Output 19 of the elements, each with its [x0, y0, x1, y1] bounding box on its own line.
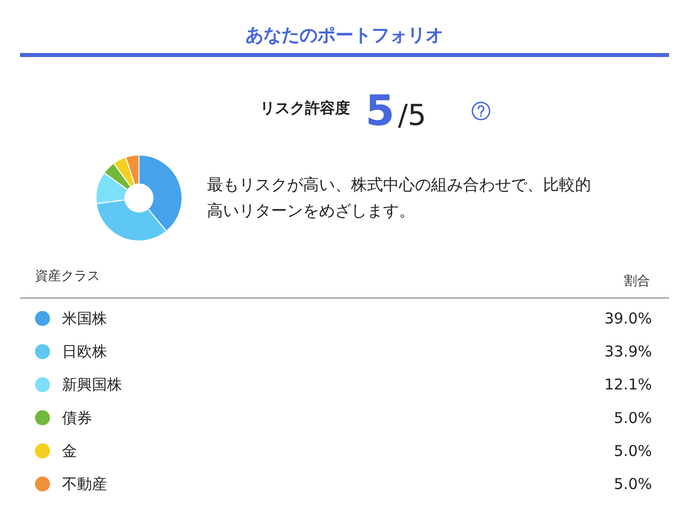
text: 割合 — [624, 274, 650, 289]
legend-label: 日欧株 — [62, 342, 107, 361]
data-label: 33.9% — [604, 342, 652, 361]
data-label: 39.0% — [604, 310, 652, 328]
legend-title: 資産クラス — [35, 268, 100, 284]
text: 最もリスクが高い、株式中心の組み合わせで、比較的高いリターンをめざします。 — [207, 175, 591, 220]
legend-label: 金 — [62, 442, 77, 460]
text: リスク許容度 — [260, 99, 350, 117]
legend-label: 債券 — [62, 408, 92, 427]
text: 5 — [365, 86, 395, 135]
data-label: 5.0% — [614, 442, 652, 460]
chart-title: あなたのポートフォリオ — [246, 25, 444, 46]
legend-label: 不動産 — [62, 475, 107, 493]
data-label: 12.1% — [604, 376, 652, 394]
data-label: 5.0% — [614, 475, 652, 493]
text: /5 — [398, 98, 426, 132]
data-label: 5.0% — [614, 408, 652, 427]
legend-label: 米国株 — [62, 310, 107, 328]
legend-label: 新興国株 — [62, 376, 122, 394]
